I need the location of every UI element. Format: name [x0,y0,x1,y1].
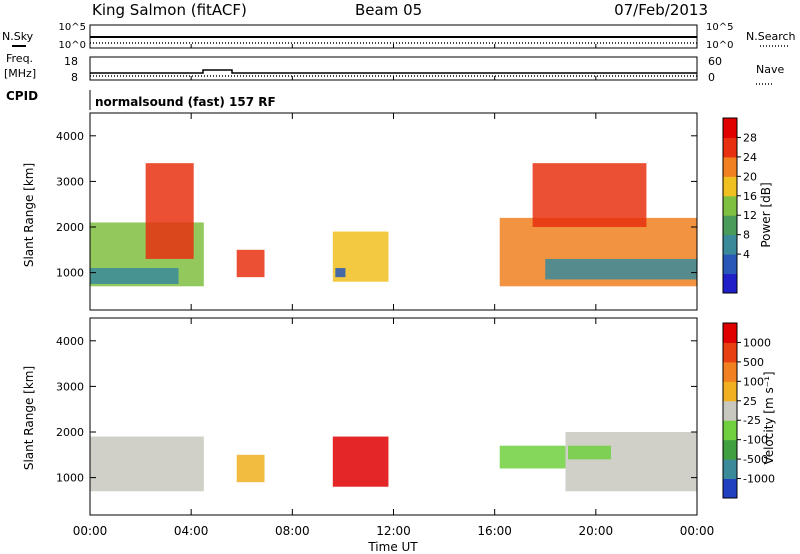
colorbar-tick-label: 25 [743,395,757,408]
y-tick-label: 3000 [56,380,84,393]
scatter-region-7 [545,258,697,280]
colorbar-segment [723,137,737,158]
nave-tick-top: 60 [708,55,722,68]
colorbar-frame [722,322,738,499]
y-tick-label: 2000 [56,221,84,234]
power-panel: 4000 3000 2000 1000 Slant Range [km] 28 24 20… [22,112,773,311]
colorbar-tick-label: -1000 [743,473,775,486]
scatter-region-0 [90,436,204,492]
cpid-label: CPID [6,89,38,103]
freq-strip: Freq. [MHz] 18 8 60 0 Nave [4,52,784,85]
y-tick-label: 1000 [56,472,84,485]
scatter-region-5 [568,445,612,460]
time-axis: 00:00 04:00 08:00 12:00 16:00 20:00 00:00 [73,44,715,538]
freq-label: Freq. [6,52,33,65]
y-tick-label: 4000 [56,130,84,143]
colorbar-tick-label: -25 [743,414,761,427]
nsearch-tick-bottom: 10^0 [706,40,733,51]
x-tick-label: 20:00 [579,524,614,538]
scatter-region-2 [332,436,389,487]
station-title: King Salmon (fitACF) [92,1,247,19]
colorbar-tick-label: 24 [743,151,757,164]
nsky-strip: N.Sky 10^5 10^0 10^5 10^0 N.Search [2,22,796,51]
freq-line [90,69,697,74]
colorbar-segment [723,400,737,421]
scatter-region-5 [335,268,346,278]
colorbar-segment [723,459,737,480]
colorbar-tick-label: 28 [743,131,757,144]
colorbar-tick-label: -500 [743,453,768,466]
colorbar-segment [723,323,737,343]
colorbar-segment [723,195,737,216]
freq-tick-bottom: 8 [71,71,78,84]
power-cbar-label: Power [dB] [759,182,773,247]
colorbar-segment [723,118,737,138]
colorbar-segment [723,215,737,236]
scatter-region-1 [90,268,179,285]
velocity-y-axis: 4000 3000 2000 1000 [56,335,697,485]
y-tick-label: 2000 [56,426,84,439]
colorbar-tick-label: 4 [743,248,750,261]
colorbar-segment [723,342,737,363]
nsky-label: N.Sky [2,30,34,43]
velocity-cbar-label: Velocity [m s⁻¹] [762,371,776,464]
nsky-tick-top: 10^5 [59,22,86,33]
colorbar-tick-label: -100 [743,434,768,447]
experiment-name: normalsound (fast) 157 RF [95,95,276,109]
x-tick-label: 12:00 [376,524,411,538]
colorbar-tick-label: 500 [743,356,764,369]
colorbar-segment [723,254,737,275]
freq-tick-top: 18 [64,55,78,68]
colorbar-segment [723,234,737,255]
y-tick-label: 1000 [56,267,84,280]
velocity-y-label: Slant Range [km] [22,366,36,470]
colorbar-segment [723,176,737,197]
colorbar-tick-label: 8 [743,229,750,242]
nave-tick-bottom: 0 [708,71,715,84]
power-y-label: Slant Range [km] [22,163,36,267]
power-y-axis: 4000 3000 2000 1000 [56,130,697,280]
time-axis-label: Time UT [367,540,418,554]
x-tick-label: 00:00 [73,524,108,538]
colorbar-tick-label: 16 [743,190,757,203]
x-tick-label: 16:00 [477,524,512,538]
colorbar-segment [723,439,737,460]
y-tick-label: 3000 [56,175,84,188]
scatter-region-8 [532,163,647,228]
velocity-colorbar: 1000 500 100 25 -25 -100 -500 -1000 [722,322,775,499]
freq-unit-label: [MHz] [4,67,36,80]
colorbar-segment [723,381,737,402]
colorbar-tick-label: 20 [743,170,757,183]
x-tick-label: 08:00 [275,524,310,538]
colorbar-segment [723,156,737,177]
scatter-region-1 [236,454,265,483]
power-colorbar: 28 24 20 16 12 8 4 [722,117,757,294]
scatter-region-4 [565,432,697,492]
velocity-data [90,432,697,492]
colorbar-segment [723,420,737,441]
scatter-region-2 [145,163,194,259]
velocity-panel: 4000 3000 2000 1000 Slant Range [km] 1000 50… [22,317,776,516]
x-tick-label: 00:00 [680,524,715,538]
beam-title: Beam 05 [355,1,422,19]
colorbar-segment [723,273,737,294]
date-title: 07/Feb/2013 [614,1,708,19]
nsearch-label: N.Search [746,30,796,43]
colorbar-tick-label: 12 [743,209,757,222]
scatter-region-3 [499,445,566,469]
power-data [90,163,697,287]
y-tick-label: 4000 [56,335,84,348]
colorbar-frame [722,117,738,294]
colorbar-segment [723,361,737,382]
nave-label: Nave [756,63,784,76]
colorbar-tick-label: 100 [743,375,764,388]
x-tick-label: 04:00 [174,524,209,538]
scatter-region-3 [236,249,265,278]
colorbar-segment [723,478,737,499]
colorbar-tick-label: 1000 [743,336,771,349]
nsearch-tick-top: 10^5 [706,22,733,33]
nsky-tick-bottom: 10^0 [59,40,86,51]
